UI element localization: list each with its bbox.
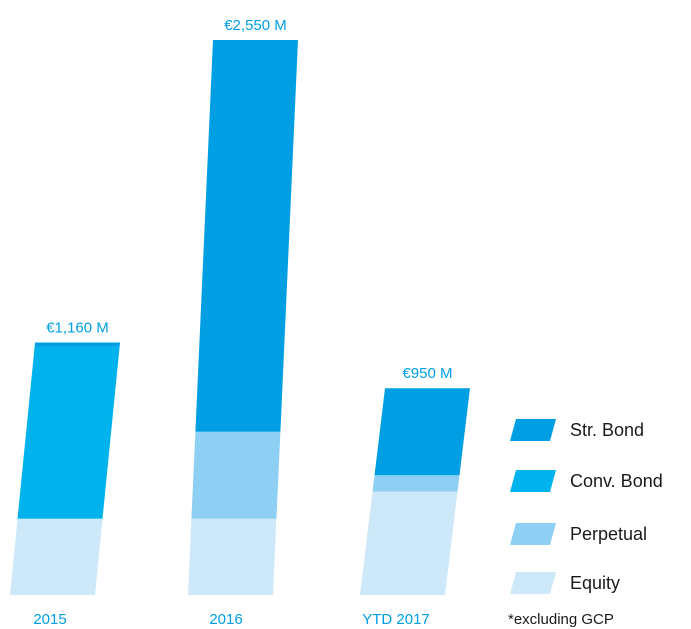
bars-group [10,40,470,595]
bar-segment-2015-str-bond [34,342,120,347]
legend-label-perpetual: Perpetual [570,524,647,544]
bar-segment-2016-perpetual [191,431,281,519]
x-tick-labels-group: 2015 2016 YTD 2017 [33,611,429,628]
legend-swatch-conv-bond [510,470,556,492]
legend-label-equity: Equity [570,573,620,593]
total-label-2015: €1,160 M [46,320,109,337]
legend-label-conv-bond: Conv. Bond [570,471,663,491]
footnote: *excluding GCP [508,611,614,628]
legend: Str. Bond Conv. Bond Perpetual Equity [510,419,663,594]
x-tick-label-2016: 2016 [209,611,242,628]
bar-segment-2015-equity [10,518,103,595]
bar-segment-2015-conv-bond [17,346,120,519]
bar-segment-2016-equity [188,518,277,595]
total-label-2016: €2,550 M [224,17,287,34]
bar-segment-2016-str-bond [195,40,298,432]
legend-label-str-bond: Str. Bond [570,420,644,440]
bar-segment-ytd-2017-perpetual [372,475,460,492]
x-tick-label-2015: 2015 [33,611,66,628]
legend-swatch-perpetual [510,523,556,545]
bar-segment-ytd-2017-str-bond [374,388,470,476]
bar-segment-ytd-2017-equity [360,491,458,595]
x-tick-label-ytd-2017: YTD 2017 [362,611,430,628]
total-label-ytd-2017: €950 M [402,365,452,382]
legend-swatch-equity [510,572,556,594]
legend-swatch-str-bond [510,419,556,441]
total-labels-group: €1,160 M €2,550 M €950 M [46,17,452,382]
